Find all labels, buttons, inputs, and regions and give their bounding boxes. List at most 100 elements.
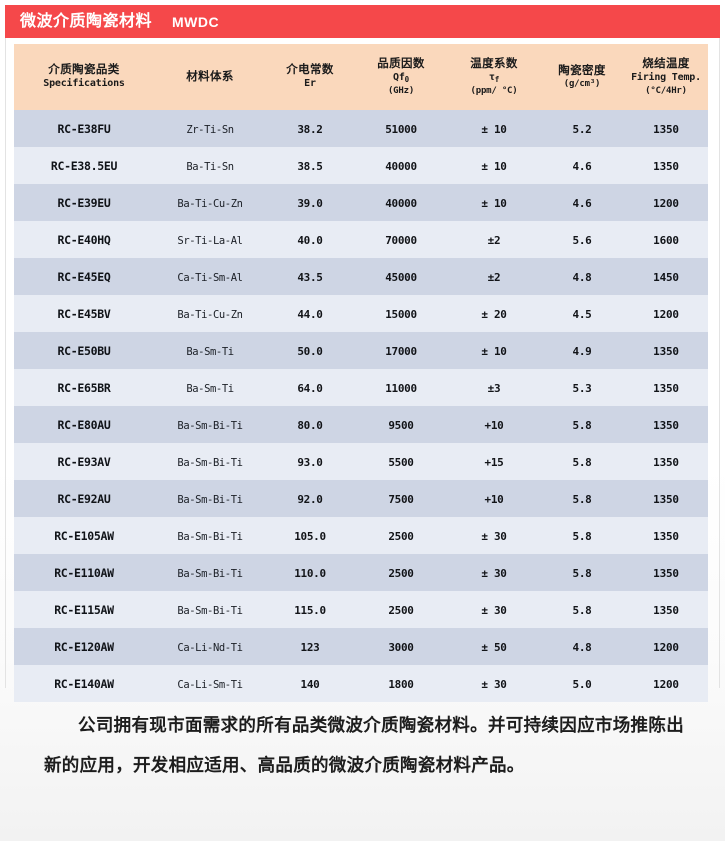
cell-specification: RC-E40HQ xyxy=(14,221,154,258)
spec-table-body: RC-E38FU Zr-Ti-Sn 38.2 51000 ± 10 5.2 1350 RC-E… xyxy=(14,110,708,702)
cell-material-system: Ba-Sm-Ti xyxy=(154,332,266,369)
cell-firing-temperature: 1200 xyxy=(624,628,708,665)
cell-dielectric-constant: 38.5 xyxy=(266,147,354,184)
cell-temperature-coefficient: ± 30 xyxy=(448,591,540,628)
spec-table-wrap: 介质陶瓷品类 Specifications 材料体系 介电常数 Er 品质因数 … xyxy=(14,44,708,702)
cell-specification: RC-E120AW xyxy=(14,628,154,665)
table-row: RC-E110AW Ba-Sm-Bi-Ti 110.0 2500 ± 30 5.8 1350 xyxy=(14,554,708,591)
cell-specification: RC-E92AU xyxy=(14,480,154,517)
col-header-cn: 陶瓷密度 xyxy=(558,64,606,77)
cell-firing-temperature: 1350 xyxy=(624,517,708,554)
cell-specification: RC-E93AV xyxy=(14,443,154,480)
cell-firing-temperature: 1350 xyxy=(624,369,708,406)
cell-material-system: Ca-Li-Sm-Ti xyxy=(154,665,266,702)
col-header-unit: (ppm/ °C) xyxy=(470,85,518,96)
cell-density: 5.2 xyxy=(540,110,624,147)
cell-quality-factor: 17000 xyxy=(354,332,448,369)
col-header-temperature-coefficient: 温度系数 τf (ppm/ °C) xyxy=(448,44,540,110)
cell-density: 4.8 xyxy=(540,258,624,295)
table-row: RC-E80AU Ba-Sm-Bi-Ti 80.0 9500 +10 5.8 1350 xyxy=(14,406,708,443)
cell-temperature-coefficient: ±2 xyxy=(448,221,540,258)
cell-temperature-coefficient: ± 10 xyxy=(448,110,540,147)
cell-density: 5.8 xyxy=(540,554,624,591)
cell-firing-temperature: 1450 xyxy=(624,258,708,295)
cell-firing-temperature: 1200 xyxy=(624,184,708,221)
cell-specification: RC-E45BV xyxy=(14,295,154,332)
cell-firing-temperature: 1200 xyxy=(624,665,708,702)
cell-material-system: Sr-Ti-La-Al xyxy=(154,221,266,258)
table-row: RC-E105AW Ba-Sm-Bi-Ti 105.0 2500 ± 30 5.8 1350 xyxy=(14,517,708,554)
cell-temperature-coefficient: ± 30 xyxy=(448,554,540,591)
table-row: RC-E45EQ Ca-Ti-Sm-Al 43.5 45000 ±2 4.8 1450 xyxy=(14,258,708,295)
cell-material-system: Ca-Li-Nd-Ti xyxy=(154,628,266,665)
cell-temperature-coefficient: ± 10 xyxy=(448,332,540,369)
cell-firing-temperature: 1600 xyxy=(624,221,708,258)
cell-quality-factor: 70000 xyxy=(354,221,448,258)
cell-temperature-coefficient: ± 10 xyxy=(448,184,540,221)
page-banner: 微波介质陶瓷材料 MWDC xyxy=(5,5,720,38)
table-row: RC-E50BU Ba-Sm-Ti 50.0 17000 ± 10 4.9 1350 xyxy=(14,332,708,369)
cell-density: 5.8 xyxy=(540,443,624,480)
cell-quality-factor: 40000 xyxy=(354,147,448,184)
cell-material-system: Zr-Ti-Sn xyxy=(154,110,266,147)
banner-content: 微波介质陶瓷材料 MWDC xyxy=(5,5,720,38)
cell-firing-temperature: 1350 xyxy=(624,110,708,147)
header-row: 介质陶瓷品类 Specifications 材料体系 介电常数 Er 品质因数 … xyxy=(14,44,708,110)
cell-firing-temperature: 1350 xyxy=(624,554,708,591)
page-subtitle: MWDC xyxy=(172,13,220,30)
cell-firing-temperature: 1350 xyxy=(624,332,708,369)
cell-quality-factor: 40000 xyxy=(354,184,448,221)
cell-specification: RC-E110AW xyxy=(14,554,154,591)
cell-dielectric-constant: 110.0 xyxy=(266,554,354,591)
cell-specification: RC-E105AW xyxy=(14,517,154,554)
col-header-cn: 烧结温度 xyxy=(642,57,690,70)
cell-specification: RC-E50BU xyxy=(14,332,154,369)
table-row: RC-E40HQ Sr-Ti-La-Al 40.0 70000 ±2 5.6 1600 xyxy=(14,221,708,258)
cell-material-system: Ba-Ti-Sn xyxy=(154,147,266,184)
cell-temperature-coefficient: +10 xyxy=(448,406,540,443)
cell-quality-factor: 7500 xyxy=(354,480,448,517)
table-row: RC-E92AU Ba-Sm-Bi-Ti 92.0 7500 +10 5.8 1350 xyxy=(14,480,708,517)
cell-dielectric-constant: 43.5 xyxy=(266,258,354,295)
cell-dielectric-constant: 39.0 xyxy=(266,184,354,221)
table-row: RC-E93AV Ba-Sm-Bi-Ti 93.0 5500 +15 5.8 1350 xyxy=(14,443,708,480)
col-header-en: Firing Temp. xyxy=(631,72,701,84)
cell-dielectric-constant: 105.0 xyxy=(266,517,354,554)
cell-quality-factor: 3000 xyxy=(354,628,448,665)
table-row: RC-E38.5EU Ba-Ti-Sn 38.5 40000 ± 10 4.6 1350 xyxy=(14,147,708,184)
cell-temperature-coefficient: ±3 xyxy=(448,369,540,406)
cell-firing-temperature: 1350 xyxy=(624,591,708,628)
cell-dielectric-constant: 40.0 xyxy=(266,221,354,258)
cell-specification: RC-E38.5EU xyxy=(14,147,154,184)
col-header-en: Er xyxy=(304,78,316,90)
cell-dielectric-constant: 92.0 xyxy=(266,480,354,517)
cell-dielectric-constant: 44.0 xyxy=(266,295,354,332)
col-header-en: Specifications xyxy=(43,78,125,90)
cell-specification: RC-E45EQ xyxy=(14,258,154,295)
cell-density: 4.6 xyxy=(540,184,624,221)
cell-quality-factor: 2500 xyxy=(354,517,448,554)
cell-density: 5.6 xyxy=(540,221,624,258)
cell-quality-factor: 2500 xyxy=(354,591,448,628)
cell-density: 5.8 xyxy=(540,591,624,628)
cell-material-system: Ba-Sm-Bi-Ti xyxy=(154,517,266,554)
cell-specification: RC-E65BR xyxy=(14,369,154,406)
col-header-specifications: 介质陶瓷品类 Specifications xyxy=(14,44,154,110)
cell-density: 4.5 xyxy=(540,295,624,332)
description-paragraph: 公司拥有现市面需求的所有品类微波介质陶瓷材料。并可持续因应市场推陈出新的应用，开… xyxy=(44,715,684,775)
cell-quality-factor: 9500 xyxy=(354,406,448,443)
spec-table-head: 介质陶瓷品类 Specifications 材料体系 介电常数 Er 品质因数 … xyxy=(14,44,708,110)
cell-density: 5.8 xyxy=(540,480,624,517)
cell-density: 4.9 xyxy=(540,332,624,369)
page-title: 微波介质陶瓷材料 xyxy=(20,12,153,30)
cell-dielectric-constant: 140 xyxy=(266,665,354,702)
cell-material-system: Ba-Sm-Bi-Ti xyxy=(154,480,266,517)
table-row: RC-E38FU Zr-Ti-Sn 38.2 51000 ± 10 5.2 1350 xyxy=(14,110,708,147)
col-header-unit: (GHz) xyxy=(387,85,415,96)
cell-material-system: Ba-Sm-Ti xyxy=(154,369,266,406)
cell-material-system: Ba-Sm-Bi-Ti xyxy=(154,406,266,443)
cell-temperature-coefficient: ± 20 xyxy=(448,295,540,332)
cell-quality-factor: 5500 xyxy=(354,443,448,480)
right-rule xyxy=(719,5,720,688)
